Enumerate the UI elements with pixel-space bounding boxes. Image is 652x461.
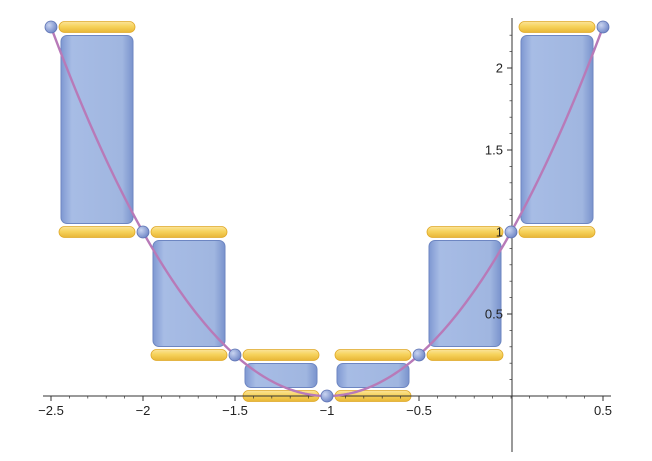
bar-5 [428,240,502,347]
bar-4-top-cap [334,349,412,361]
bar-2-bottom-cap [150,349,228,361]
x-tick-label: −1 [320,403,335,418]
x-tick-label: −1.5 [222,403,248,418]
bar-6-top-cap [518,21,596,33]
function-curve [49,26,605,398]
labels-layer: −2.5 −2 −1.5 −1 −0.5 0.5 0.5 1 1.5 2 [38,61,612,419]
bar-5-top-cap [426,226,504,238]
y-tick-label: 1.5 [485,143,503,158]
bars-layer [60,35,594,388]
bar-2 [152,240,226,347]
bar-3-top-cap [242,349,320,361]
x-tick-label: −2 [136,403,151,418]
bar-6-bottom-cap [518,226,596,238]
bar-5-bottom-cap [426,349,504,361]
x-tick-label: 0.5 [594,403,612,418]
bar-3 [244,363,318,388]
bar-2-top-cap [150,226,228,238]
sample-point-1 [44,20,58,34]
points-layer [44,20,610,403]
bar-4 [336,363,410,388]
caps-layer [58,21,596,402]
sample-point-2 [136,225,150,239]
y-tick-label: 2 [496,61,503,76]
y-tick-label: 1 [496,225,503,240]
sample-point-3 [228,348,242,362]
sample-point-7 [596,20,610,34]
x-tick-label: −2.5 [38,403,64,418]
y-tick-label: 0.5 [485,307,503,322]
x-tick-label: −0.5 [406,403,432,418]
bar-1-top-cap [58,21,136,33]
sample-point-6 [504,225,518,239]
sample-point-5 [412,348,426,362]
sample-point-4 [320,389,334,403]
bar-1-bottom-cap [58,226,136,238]
curve-layer [49,26,605,398]
